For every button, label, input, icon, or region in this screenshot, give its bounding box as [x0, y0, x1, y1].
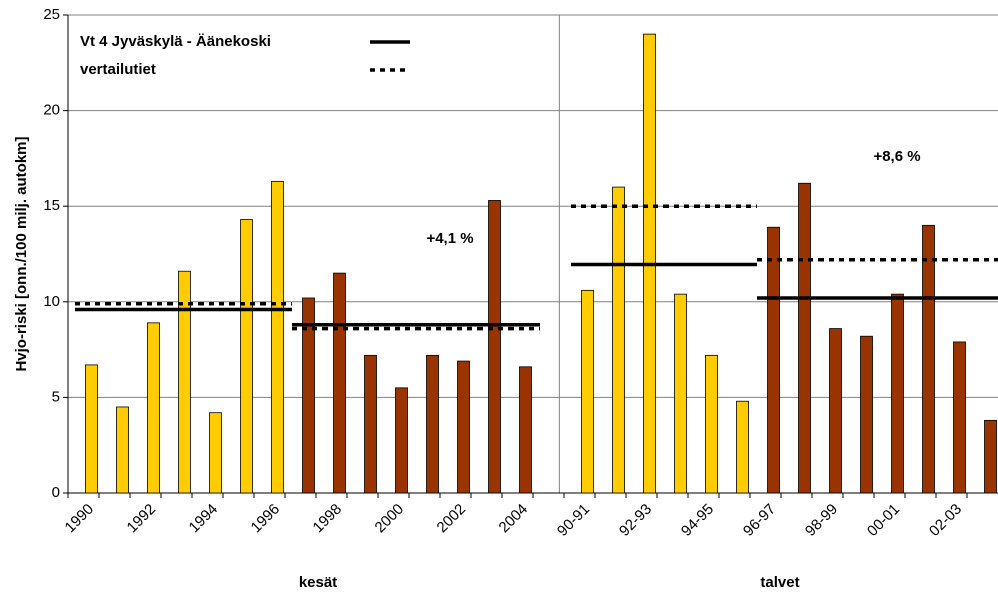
- x-tick-label: 1998: [310, 501, 346, 537]
- x-tick-label: 90-91: [554, 501, 593, 540]
- y-tick-label: 25: [43, 6, 60, 23]
- bar: [674, 293, 687, 494]
- bar: [798, 182, 811, 494]
- x-tick-label: 1994: [186, 501, 222, 537]
- x-group-label: kesät: [299, 574, 337, 591]
- y-tick-label: 15: [43, 197, 60, 214]
- bar: [581, 289, 594, 494]
- x-tick-label: 2002: [434, 501, 470, 537]
- bar: [209, 412, 222, 494]
- x-tick-label: 2004: [496, 501, 532, 537]
- bar: [395, 387, 408, 494]
- x-tick-label: 00-01: [864, 501, 903, 540]
- bar: [891, 293, 904, 494]
- bar: [767, 226, 780, 494]
- bar: [116, 406, 129, 494]
- legend-label: vertailutiet: [80, 61, 156, 78]
- annotation: +4,1 %: [426, 230, 473, 247]
- y-tick-label: 20: [43, 102, 60, 119]
- x-tick-label: 1992: [124, 501, 160, 537]
- bar: [364, 354, 377, 494]
- bar: [302, 297, 315, 494]
- bar: [271, 180, 284, 494]
- bar: [860, 335, 873, 494]
- bar: [240, 219, 253, 494]
- bar: [612, 186, 625, 494]
- x-tick-label: 1996: [248, 501, 284, 537]
- y-tick-label: 10: [43, 293, 60, 310]
- x-group-label: talvet: [760, 574, 799, 591]
- x-tick-label: 96-97: [740, 501, 779, 540]
- y-tick-label: 5: [52, 388, 60, 405]
- bar: [829, 328, 842, 494]
- bar: [922, 224, 935, 494]
- legend-label: Vt 4 Jyväskylä - Äänekoski: [80, 33, 271, 50]
- bar: [953, 341, 966, 494]
- bar: [736, 400, 749, 494]
- bar: [705, 354, 718, 494]
- bar: [984, 419, 997, 494]
- x-tick-label: 02-03: [926, 501, 965, 540]
- x-tick-label: 2000: [372, 501, 408, 537]
- annotation: +8,6 %: [873, 148, 920, 165]
- x-tick-label: 1990: [62, 501, 98, 537]
- x-tick-label: 92-93: [616, 501, 655, 540]
- bar: [147, 322, 160, 494]
- bar: [85, 364, 98, 494]
- bar: [333, 272, 346, 494]
- x-tick-label: 98-99: [802, 501, 841, 540]
- bar: [457, 360, 470, 494]
- bar: [426, 354, 439, 494]
- bar: [519, 366, 532, 494]
- x-tick-label: 94-95: [678, 501, 717, 540]
- y-axis-title: Hvjo-riski [onn./100 milj. autokm]: [13, 136, 30, 371]
- bar: [488, 200, 501, 494]
- y-tick-label: 0: [52, 484, 60, 501]
- bar: [178, 270, 191, 494]
